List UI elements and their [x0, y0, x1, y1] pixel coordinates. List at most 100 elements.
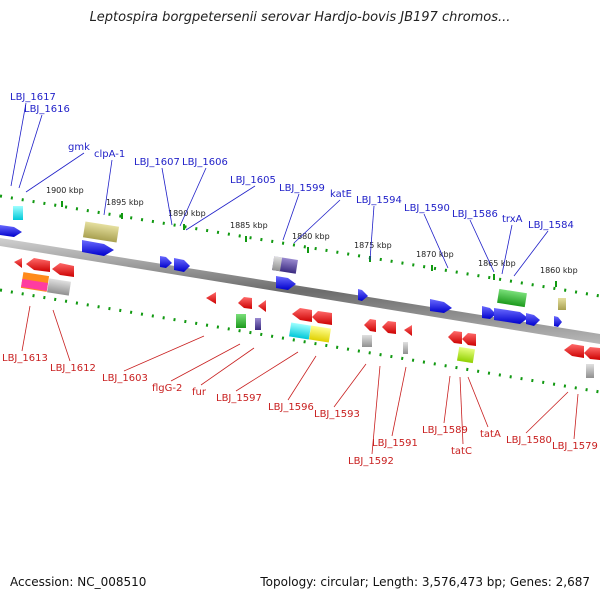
gene-arrow — [292, 308, 312, 322]
gene-arrow — [52, 263, 74, 277]
gene-label-leader — [235, 351, 299, 392]
gene-box — [47, 278, 71, 296]
gene-label-leader — [443, 375, 451, 424]
gene-label: LBJ_1617 — [10, 92, 56, 103]
gene-label: LBJ_1584 — [528, 220, 574, 231]
gene-label-leader — [200, 347, 255, 386]
gene-label: LBJ_1592 — [348, 456, 394, 467]
gene-box — [21, 278, 48, 291]
gene-label: flgG-2 — [152, 383, 182, 394]
gene-label: LBJ_1597 — [216, 393, 262, 404]
scale-tick-label: 1885 kbp — [230, 221, 268, 230]
gene-label-leader — [287, 355, 317, 401]
gene-arrow — [462, 333, 476, 346]
chromosome-backbone — [0, 238, 600, 344]
gene-arrow — [364, 319, 376, 332]
gene-label: LBJ_1594 — [356, 195, 402, 206]
gene-label-leader — [282, 193, 300, 241]
gene-label: LBJ_1613 — [2, 353, 48, 364]
gene-label: LBJ_1605 — [230, 175, 276, 186]
gene-label: LBJ_1599 — [279, 183, 325, 194]
gene-arrow — [564, 344, 584, 358]
gene-arrow — [312, 311, 332, 325]
scale-tick-label: 1880 kbp — [292, 232, 330, 241]
gene-label-leader — [293, 199, 341, 244]
gene-arrow — [404, 325, 412, 336]
gene-label-leader — [161, 167, 173, 226]
gene-label: LBJ_1590 — [404, 203, 450, 214]
gene-label: katE — [330, 189, 352, 200]
gene-label: LBJ_1606 — [182, 157, 228, 168]
gene-label: LBJ_1586 — [452, 209, 498, 220]
gene-label-leader — [391, 366, 407, 437]
accession-text: Accession: NC_008510 — [10, 575, 147, 589]
gene-arrow — [358, 289, 368, 301]
gene-box — [272, 256, 283, 272]
gene-arrow — [276, 276, 296, 290]
gene-box — [289, 322, 311, 340]
gene-label: LBJ_1612 — [50, 363, 96, 374]
scale-tick-label: 1895 kbp — [106, 198, 144, 207]
gene-arrow — [554, 316, 562, 327]
gene-box — [558, 298, 566, 310]
gene-label-leader — [369, 205, 375, 261]
reverse-strand-genes — [14, 258, 600, 378]
gene-label-leader — [103, 159, 113, 216]
gene-label-leader — [573, 393, 579, 440]
gene-arrow — [584, 347, 600, 360]
gene-arrow — [206, 292, 216, 304]
gene-label-leader — [423, 213, 449, 269]
gene-box — [82, 221, 120, 243]
scale-tick-label: 1890 kbp — [168, 209, 206, 218]
gene-label-leader — [333, 363, 367, 408]
gene-label-leader — [513, 230, 549, 277]
gene-label-leader — [501, 224, 513, 275]
gene-label: LBJ_1607 — [134, 157, 180, 168]
map-title: Leptospira borgpetersenii serovar Hardjo… — [89, 10, 511, 25]
gene-label: LBJ_1589 — [422, 425, 468, 436]
gene-label: trxA — [502, 214, 523, 225]
gene-box — [497, 288, 527, 308]
scale-tick-label: 1865 kbp — [478, 259, 516, 268]
gene-label: LBJ_1616 — [24, 104, 70, 115]
genome-summary-text: Topology: circular; Length: 3,576,473 bp… — [260, 575, 590, 589]
gene-arrow — [160, 256, 172, 268]
gene-label: tatA — [480, 429, 501, 440]
gene-label-leader — [469, 219, 495, 273]
gene-box — [309, 325, 331, 343]
gene-label: LBJ_1603 — [102, 373, 148, 384]
gene-label-leader — [459, 376, 464, 445]
gene-label: LBJ_1579 — [552, 441, 598, 452]
gene-arrow — [238, 297, 252, 309]
gene-arrow — [482, 306, 496, 319]
gene-label: gmk — [68, 142, 90, 153]
gene-arrow — [526, 313, 540, 326]
gene-label: LBJ_1596 — [268, 402, 314, 413]
forward-strand-genes — [0, 206, 566, 327]
gene-label-leader — [179, 167, 207, 227]
gene-label-leader — [371, 365, 381, 455]
gene-box — [586, 364, 594, 378]
gene-box — [255, 318, 261, 330]
gene-label-leader — [52, 309, 71, 362]
gene-arrow — [82, 240, 114, 256]
gene-arrow — [258, 300, 266, 312]
gene-label-leader — [10, 102, 27, 187]
gene-label-leader — [467, 376, 489, 428]
gene-label: LBJ_1580 — [506, 435, 552, 446]
gene-label-leader — [25, 152, 85, 193]
gene-label: LBJ_1593 — [314, 409, 360, 420]
gene-arrow — [14, 258, 22, 268]
reverse-scale-line — [0, 288, 600, 394]
gene-label: LBJ_1591 — [372, 438, 418, 449]
scale-ticks: 1900 kbp 1895 kbp 1890 kbp 1885 kbp 1880 kbp… — [46, 186, 578, 287]
scale-tick-label: 1900 kbp — [46, 186, 84, 195]
scale-tick-label: 1860 kbp — [540, 266, 578, 275]
gene-arrow — [0, 225, 22, 237]
gene-box — [403, 342, 408, 354]
gene-box — [236, 314, 246, 328]
forward-scale-line — [0, 194, 600, 298]
